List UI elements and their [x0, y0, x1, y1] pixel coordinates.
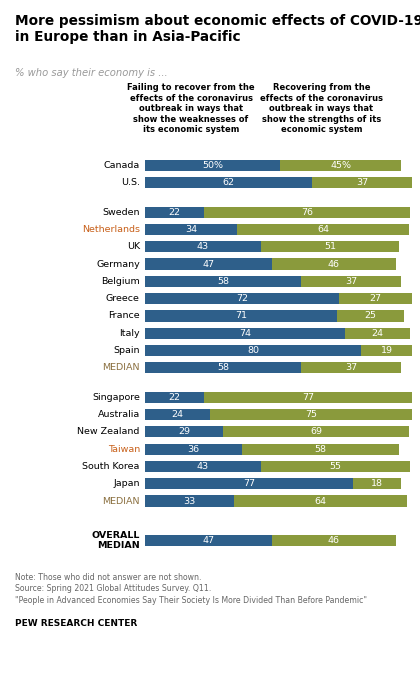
Text: 74: 74 — [239, 329, 251, 338]
Text: 24: 24 — [371, 329, 383, 338]
Text: Netherlands: Netherlands — [82, 225, 140, 234]
Text: 46: 46 — [328, 536, 340, 545]
Text: OVERALL
MEDIAN: OVERALL MEDIAN — [92, 531, 140, 550]
Text: Germany: Germany — [96, 260, 140, 268]
Text: 50%: 50% — [202, 161, 223, 170]
Text: 45%: 45% — [330, 161, 351, 170]
Text: 34: 34 — [185, 225, 197, 234]
Text: 37: 37 — [345, 363, 357, 372]
Text: UK: UK — [127, 242, 140, 252]
Text: 25: 25 — [365, 311, 376, 321]
Text: 64: 64 — [317, 225, 329, 234]
Text: MEDIAN: MEDIAN — [102, 496, 140, 506]
Text: 58: 58 — [217, 363, 229, 372]
Text: 37: 37 — [345, 277, 357, 286]
Text: 77: 77 — [302, 393, 314, 402]
Text: U.S.: U.S. — [121, 178, 140, 187]
Text: 47: 47 — [202, 260, 214, 268]
Text: 75: 75 — [305, 410, 317, 419]
Text: 77: 77 — [243, 479, 255, 488]
Text: 22: 22 — [168, 393, 181, 402]
Text: 43: 43 — [197, 242, 209, 252]
Text: 76: 76 — [301, 207, 313, 217]
Text: New Zealand: New Zealand — [77, 427, 140, 437]
Text: 43: 43 — [197, 462, 209, 471]
Text: Australia: Australia — [97, 410, 140, 419]
Text: Canada: Canada — [104, 161, 140, 170]
Text: Belgium: Belgium — [101, 277, 140, 286]
Text: 19: 19 — [381, 346, 393, 355]
Text: 58: 58 — [315, 445, 326, 454]
Text: 71: 71 — [235, 311, 247, 321]
Text: 37: 37 — [356, 178, 368, 187]
Text: 22: 22 — [168, 207, 181, 217]
Text: Greece: Greece — [106, 294, 140, 303]
Text: PEW RESEARCH CENTER: PEW RESEARCH CENTER — [15, 619, 137, 628]
Text: 33: 33 — [183, 496, 196, 506]
Text: Japan: Japan — [113, 479, 140, 488]
Text: 27: 27 — [370, 294, 382, 303]
Text: 29: 29 — [178, 427, 190, 437]
Text: Note: Those who did not answer are not shown.
Source: Spring 2021 Global Attitud: Note: Those who did not answer are not s… — [15, 573, 367, 605]
Text: Spain: Spain — [113, 346, 140, 355]
Text: 24: 24 — [171, 410, 183, 419]
Text: 51: 51 — [324, 242, 336, 252]
Text: South Korea: South Korea — [82, 462, 140, 471]
Text: 64: 64 — [315, 496, 326, 506]
Text: Failing to recover from the
effects of the coronavirus
outbreak in ways that
sho: Failing to recover from the effects of t… — [127, 83, 255, 134]
Text: France: France — [108, 311, 140, 321]
Text: 55: 55 — [329, 462, 341, 471]
Text: Taiwan: Taiwan — [108, 445, 140, 454]
Text: 62: 62 — [223, 178, 235, 187]
Text: Sweden: Sweden — [102, 207, 140, 217]
Text: 18: 18 — [371, 479, 383, 488]
Text: Recovering from the
effects of the coronavirus
outbreak in ways that
show the st: Recovering from the effects of the coron… — [260, 83, 383, 134]
Text: Singapore: Singapore — [92, 393, 140, 402]
Text: % who say their economy is ...: % who say their economy is ... — [15, 68, 167, 78]
Text: Italy: Italy — [119, 329, 140, 338]
Text: More pessimism about economic effects of COVID-19
in Europe than in Asia-Pacific: More pessimism about economic effects of… — [15, 14, 420, 44]
Text: 47: 47 — [202, 536, 214, 545]
Text: 46: 46 — [328, 260, 340, 268]
Text: 72: 72 — [236, 294, 248, 303]
Text: 58: 58 — [217, 277, 229, 286]
Text: 69: 69 — [310, 427, 323, 437]
Text: 36: 36 — [187, 445, 199, 454]
Text: 80: 80 — [247, 346, 259, 355]
Text: MEDIAN: MEDIAN — [102, 363, 140, 372]
